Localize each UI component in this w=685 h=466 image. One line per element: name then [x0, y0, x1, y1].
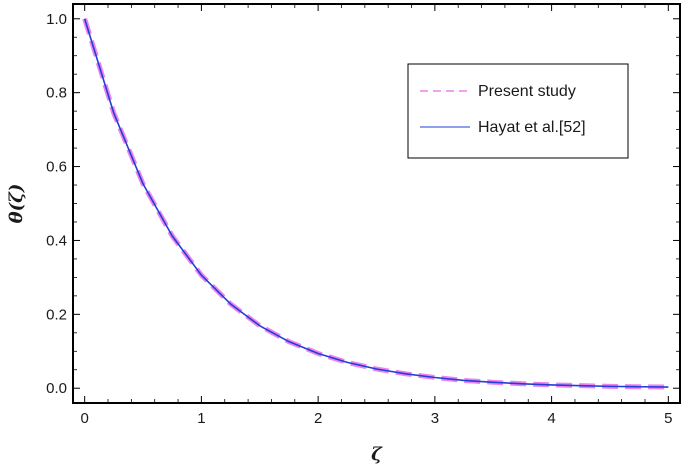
x-tick-label: 0 [81, 410, 89, 427]
y-tick-label: 1.0 [46, 11, 67, 28]
x-axis-ticks: 0 1 2 3 4 5 [81, 4, 672, 427]
legend-label-hayat: Hayat et al.[52] [478, 119, 586, 136]
x-tick-label: 5 [664, 410, 672, 427]
y-tick-label: 0.8 [46, 85, 67, 102]
series-layer [82, 18, 669, 390]
x-tick-label: 4 [547, 410, 555, 427]
y-axis-label: θ(ζ) [6, 184, 27, 224]
x-tick-label: 2 [314, 410, 322, 427]
x-axis-label: ζ [371, 444, 383, 465]
x-tick-label: 3 [431, 410, 439, 427]
y-tick-label: 0.2 [46, 306, 67, 323]
legend-box [407, 63, 629, 159]
y-tick-label: 0.0 [46, 380, 67, 397]
legend: Present study Hayat et al.[52] [407, 63, 629, 159]
y-axis-ticks: 0.0 0.2 0.4 0.6 0.8 1.0 [46, 11, 680, 397]
legend-label-present-study: Present study [478, 83, 576, 100]
x-tick-label: 1 [197, 410, 205, 427]
series-line-hayat [83, 18, 669, 388]
y-tick-label: 0.6 [46, 159, 67, 176]
y-tick-label: 0.4 [46, 232, 67, 249]
